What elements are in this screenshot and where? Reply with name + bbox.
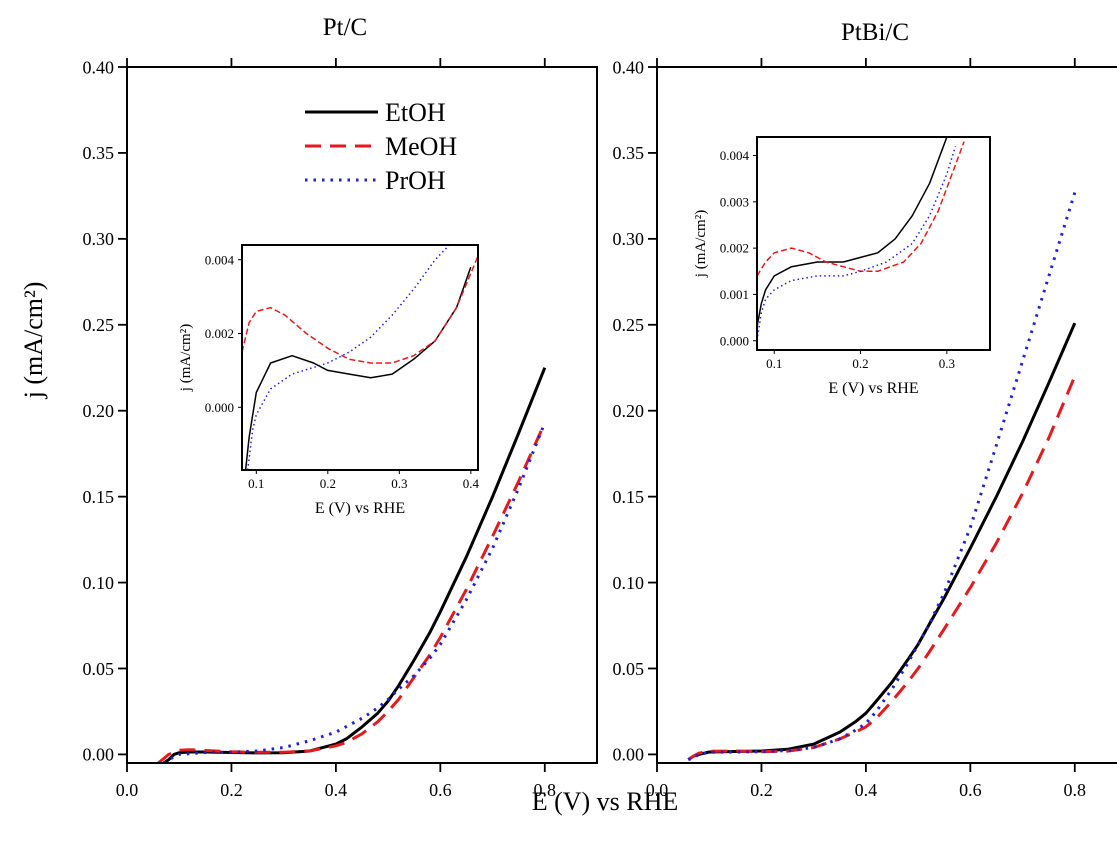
inset-y-tick-label: 0.000 bbox=[205, 400, 234, 415]
inset-y-axis-label: j (mA/cm²) bbox=[178, 324, 194, 392]
x-tick-label: 0.0 bbox=[116, 780, 139, 800]
inset-chart: 0.1 0.2 0.3 0.4 0.000 0.002 0.004 E (V) vs RHE j… bbox=[178, 244, 480, 517]
plot-frame bbox=[126, 66, 598, 764]
inset-y-axis-label: j (mA/cm²) bbox=[693, 210, 709, 278]
inset-y-tick-label: 0.004 bbox=[205, 252, 235, 267]
y-tick-label: 0.20 bbox=[613, 401, 645, 421]
legend-label-meoh: MeOH bbox=[385, 132, 457, 161]
x-tick-label: 0.4 bbox=[855, 780, 878, 800]
inset-y-tick-label: 0.000 bbox=[720, 333, 749, 348]
y-tick-label: 0.15 bbox=[613, 487, 645, 507]
inset-background bbox=[757, 137, 990, 350]
y-tick-label: 0.05 bbox=[83, 659, 115, 679]
legend-label-etoh: EtOH bbox=[385, 98, 446, 127]
y-tick-label: 0.40 bbox=[83, 57, 115, 77]
inset-y-tick-label: 0.004 bbox=[720, 148, 750, 163]
y-tick-label: 0.15 bbox=[83, 487, 115, 507]
inset-plot-frame bbox=[241, 244, 479, 471]
inset-series-etoh-line bbox=[244, 266, 472, 470]
x-tick-label: 0.0 bbox=[646, 780, 669, 800]
chart-panel-pt-c: 0.0 0.2 0.4 0.6 0.8 0.00 0.05 0.10 0.15 0.20 0.25 0… bbox=[83, 57, 598, 800]
inset-plot-frame bbox=[756, 136, 991, 351]
y-tick-label: 0.30 bbox=[613, 229, 645, 249]
y-tick-label: 0.35 bbox=[613, 143, 645, 163]
inset-y-tick-label: 0.002 bbox=[205, 326, 234, 341]
series-proh-line bbox=[687, 192, 1077, 762]
chart-panel-ptbi-c: 0.0 0.2 0.4 0.6 0.8 0.00 0.05 0.10 0.15 0.20 0.25 0… bbox=[613, 57, 1117, 800]
x-tick-label: 0.8 bbox=[534, 780, 557, 800]
x-tick-label: 0.6 bbox=[429, 780, 452, 800]
inset-x-tick-label: 0.3 bbox=[939, 356, 955, 371]
y-tick-label: 0.00 bbox=[613, 745, 645, 765]
y-tick-label: 0.25 bbox=[613, 315, 645, 335]
y-tick-label: 0.10 bbox=[83, 573, 115, 593]
y-tick-label: 0.40 bbox=[613, 57, 645, 77]
x-tick-label: 0.2 bbox=[750, 780, 773, 800]
inset-x-tick-label: 0.2 bbox=[852, 356, 868, 371]
legend: EtOH MeOH PrOH bbox=[305, 98, 457, 195]
inset-series-meoh-line bbox=[242, 255, 478, 364]
panel-title-pt-c: Pt/C bbox=[323, 14, 367, 41]
inset-y-axis-label-group: j (mA/cm²) bbox=[693, 210, 709, 278]
y-tick-label: 0.25 bbox=[83, 315, 115, 335]
x-tick-label: 0.8 bbox=[1064, 780, 1087, 800]
y-tick-label: 0.20 bbox=[83, 401, 115, 421]
inset-y-tick-label: 0.002 bbox=[720, 241, 749, 256]
inset-x-tick-label: 0.1 bbox=[248, 476, 264, 491]
inset-x-tick-label: 0.2 bbox=[320, 476, 336, 491]
inset-x-tick-label: 0.4 bbox=[463, 476, 480, 491]
inset-x-tick-label: 0.1 bbox=[766, 356, 782, 371]
inset-y-tick-label: 0.003 bbox=[720, 194, 749, 209]
inset-y-axis-label-group: j (mA/cm²) bbox=[178, 324, 194, 392]
series-meoh-line bbox=[687, 375, 1077, 761]
y-tick-label: 0.05 bbox=[613, 659, 645, 679]
inset-y-tick-label: 0.001 bbox=[720, 287, 749, 302]
series-etoh-line bbox=[162, 367, 547, 763]
y-tick-label: 0.35 bbox=[83, 143, 115, 163]
x-axis-label: E (V) vs RHE bbox=[532, 787, 679, 816]
x-tick-label: 0.6 bbox=[959, 780, 982, 800]
inset-background bbox=[242, 245, 478, 470]
panel-title-ptbi-c: PtBi/C bbox=[841, 19, 909, 46]
inset-x-tick-label: 0.3 bbox=[391, 476, 407, 491]
y-tick-label: 0.00 bbox=[83, 745, 115, 765]
series-proh-line bbox=[162, 422, 547, 763]
inset-x-axis-label: E (V) vs RHE bbox=[315, 500, 405, 517]
x-tick-label: 0.4 bbox=[325, 780, 348, 800]
inset-series-etoh-line bbox=[757, 137, 948, 327]
y-axis-label: j (mA/cm²) bbox=[19, 282, 48, 400]
x-tick-label: 0.2 bbox=[220, 780, 243, 800]
inset-chart: 0.1 0.2 0.3 0.000 0.001 0.002 0.003 0.004 E (V) … bbox=[693, 136, 991, 397]
legend-label-proh: PrOH bbox=[385, 166, 446, 195]
y-axis-label-group: j (mA/cm²) bbox=[19, 282, 48, 400]
series-meoh-line bbox=[157, 422, 547, 763]
y-tick-label: 0.10 bbox=[613, 573, 645, 593]
inset-series-proh-line bbox=[757, 146, 957, 341]
y-tick-label: 0.30 bbox=[83, 229, 115, 249]
plot-frame bbox=[656, 66, 1117, 764]
inset-x-axis-label: E (V) vs RHE bbox=[828, 380, 918, 397]
inset-series-meoh-line bbox=[757, 141, 965, 277]
